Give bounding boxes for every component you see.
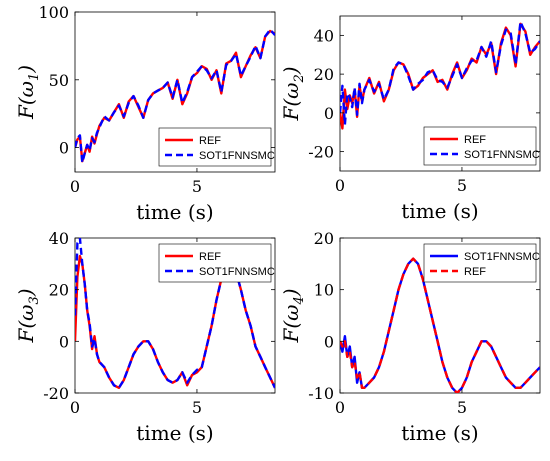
x-tick-label: 5 [192,398,202,417]
series-line-ref [340,257,540,393]
series-line-sot1fnnsmc [340,20,540,126]
x-tick-label: 5 [192,177,202,196]
series-line-ref [340,22,540,130]
x-tick-label: 5 [457,398,467,417]
axes-box [339,237,541,394]
legend-label: REF [199,135,221,147]
y-tick-label: 0 [59,139,69,158]
y-tick-label: -20 [308,143,334,162]
x-axis-label: time (s) [136,200,213,224]
y-tick-label: 50 [49,71,69,90]
y-tick-label: 10 [314,281,334,300]
y-axis-label: F(ω4) [279,288,307,343]
x-axis-label: time (s) [401,421,478,445]
legend-label: SOT1FNNSMC [464,149,540,161]
axes-box [339,15,541,172]
legend-label: REF [464,134,486,146]
series-line-sot1fnnsmc [75,28,275,164]
legend: REF SOT1FNNSMC [423,126,540,166]
legend-box [158,243,272,283]
x-tick-label: 0 [70,398,80,417]
x-axis-label: time (s) [401,199,478,223]
x-tick-label: 0 [335,398,345,417]
legend: REF SOT1FNNSMC [158,127,275,167]
y-tick-label: 0 [324,104,334,123]
legend: REF SOT1FNNSMC [158,243,275,283]
y-tick-label: 40 [314,26,334,45]
series-line-sot1fnnsmc [75,238,275,389]
y-axis-label: F(ω2) [279,66,307,121]
y-tick-label: -10 [308,384,334,403]
y-tick-label: -20 [43,384,69,403]
legend-label: SOT1FNNSMC [199,150,275,162]
x-tick-label: 5 [457,176,467,195]
legend: SOT1FNNSMC REF [423,243,540,283]
y-axis-label: F(ω1) [14,65,42,120]
legend-label: SOT1FNNSMC [199,266,275,278]
legend-label: REF [464,266,486,278]
y-tick-label: 20 [314,65,334,84]
y-axis-label: F(ω3) [14,288,42,343]
x-axis-label: time (s) [136,421,213,445]
y-tick-label: 100 [38,3,69,22]
legend-label: REF [199,251,221,263]
y-tick-label: 40 [49,229,69,248]
y-tick-label: 0 [59,332,69,351]
legend-box [158,127,272,167]
legend-label: SOT1FNNSMC [464,251,540,263]
legend-box [423,126,537,166]
y-tick-label: 0 [324,332,334,351]
y-tick-label: 20 [314,229,334,248]
legend-box [423,243,537,283]
x-tick-label: 0 [335,176,345,195]
axes-box [74,11,276,173]
x-tick-label: 0 [70,177,80,196]
y-tick-label: 20 [49,281,69,300]
